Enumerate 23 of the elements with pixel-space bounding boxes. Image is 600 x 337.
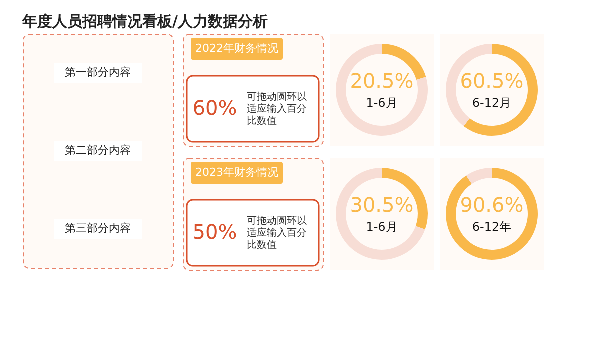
slice-label: 6-12月 — [472, 96, 512, 110]
donut-slice — [446, 168, 538, 260]
text: 第三部分内容 — [65, 222, 131, 235]
text: 可拖动圆环以适应输入百分比数值 — [247, 215, 307, 251]
donut-slice — [336, 44, 428, 136]
slice-label: 6-12年 — [472, 220, 512, 234]
text: 第二部分内容 — [65, 144, 131, 157]
data-label: 60.5% — [460, 69, 524, 93]
text: 2022年财务情况 — [196, 42, 278, 55]
text: 年度人员招聘情况看板/人力数据分析 — [22, 12, 268, 30]
data-label: 30.5% — [350, 193, 414, 217]
text: 60% — [192, 96, 238, 120]
slice-label: 1-6月 — [366, 96, 398, 110]
text: 第一部分内容 — [65, 66, 131, 79]
slice-label: 1-6月 — [366, 220, 398, 234]
data-label: 90.6% — [460, 193, 524, 217]
donut-slice — [466, 168, 492, 184]
data-label: 20.5% — [350, 69, 414, 93]
text: 可拖动圆环以适应输入百分比数值 — [247, 91, 307, 127]
donut-slice — [336, 168, 426, 260]
text: 50% — [192, 220, 238, 244]
donut-slice — [464, 44, 538, 136]
text: 2023年财务情况 — [196, 166, 278, 179]
